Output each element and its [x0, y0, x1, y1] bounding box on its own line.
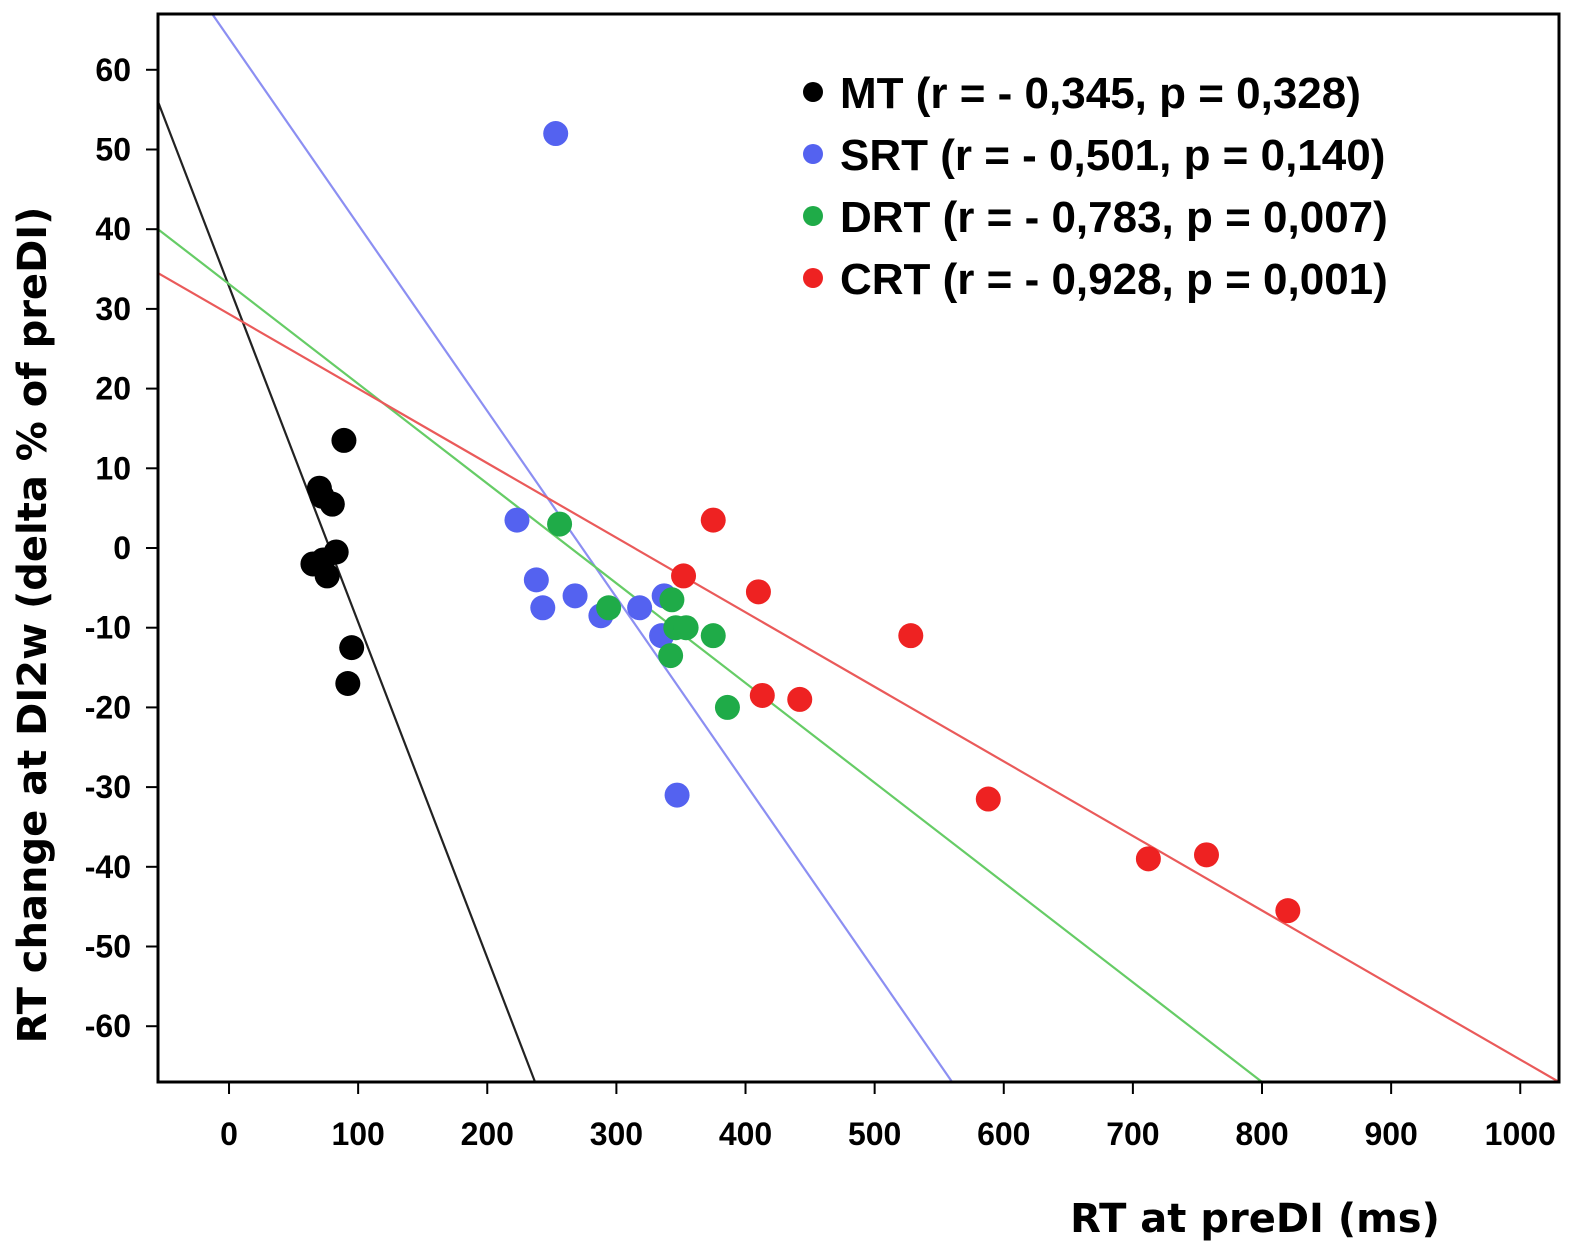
point-crt: [749, 682, 775, 708]
point-crt: [671, 563, 697, 589]
legend-marker-drt: [803, 206, 823, 226]
y-tick-label: -30: [85, 769, 131, 805]
legend-marker-srt: [803, 144, 823, 164]
point-crt: [1275, 898, 1301, 924]
point-mt: [335, 670, 361, 696]
point-crt: [745, 579, 771, 605]
point-drt: [547, 511, 573, 537]
x-axis: 0 100 200 300 400 500 600 700 800 900 1000: [220, 1082, 1556, 1152]
legend: MT (r = - 0,345, p = 0,328) SRT (r = - 0,…: [803, 69, 1388, 304]
y-tick-label: -10: [85, 610, 131, 646]
x-tick-label: 400: [719, 1116, 772, 1152]
fit-line-crt: [157, 272, 1560, 1083]
point-crt: [787, 686, 813, 712]
y-tick-label: 0: [113, 530, 131, 566]
y-tick-label: 50: [95, 131, 131, 167]
point-crt: [1193, 842, 1219, 868]
y-axis-title: RT change at DI2w (delta % of preDI): [10, 207, 56, 1044]
y-tick-label: -50: [85, 929, 131, 965]
point-srt: [543, 121, 569, 147]
point-crt: [1135, 846, 1161, 872]
point-mt: [331, 427, 357, 453]
point-srt: [627, 595, 653, 621]
point-srt: [504, 507, 530, 533]
legend-label-srt: SRT (r = - 0,501, p = 0,140): [840, 131, 1385, 180]
legend-label-drt: DRT (r = - 0,783, p = 0,007): [840, 193, 1388, 242]
y-tick-label: 10: [95, 450, 131, 486]
x-axis-title: RT at preDI (ms): [1070, 1196, 1440, 1242]
fit-line-srt: [211, 13, 954, 1083]
point-drt: [659, 587, 685, 613]
x-tick-label: 200: [461, 1116, 514, 1152]
point-crt: [700, 507, 726, 533]
y-tick-label: -20: [85, 689, 131, 725]
y-axis: 60 50 40 30 20 10 0 -10 -20 -30 -40 -50 -60: [85, 52, 158, 1044]
y-tick-label: 30: [95, 291, 131, 327]
fit-lines: [156, 13, 1560, 1083]
fit-line-mt: [156, 101, 537, 1083]
legend-label-mt: MT (r = - 0,345, p = 0,328): [840, 69, 1361, 118]
legend-marker-mt: [803, 82, 823, 102]
y-tick-label: -40: [85, 849, 131, 885]
x-tick-label: 900: [1364, 1116, 1417, 1152]
x-tick-label: 0: [220, 1116, 238, 1152]
point-drt: [673, 615, 699, 641]
y-tick-label: 40: [95, 211, 131, 247]
legend-marker-crt: [803, 268, 823, 288]
x-tick-label: 800: [1235, 1116, 1288, 1152]
point-mt: [319, 491, 345, 517]
point-srt: [530, 595, 556, 621]
point-srt: [562, 583, 588, 609]
point-srt: [664, 782, 690, 808]
x-tick-label: 600: [977, 1116, 1030, 1152]
x-tick-label: 500: [848, 1116, 901, 1152]
y-tick-label: 60: [95, 52, 131, 88]
y-tick-label: -60: [85, 1008, 131, 1044]
point-drt: [596, 595, 622, 621]
legend-label-crt: CRT (r = - 0,928, p = 0,001): [840, 255, 1388, 304]
point-mt: [314, 563, 340, 589]
y-tick-label: 20: [95, 371, 131, 407]
point-crt: [898, 623, 924, 649]
point-srt: [523, 567, 549, 593]
point-crt: [975, 786, 1001, 812]
point-drt: [658, 643, 684, 669]
x-tick-label: 300: [590, 1116, 643, 1152]
fit-line-drt: [157, 228, 1263, 1083]
point-drt: [714, 694, 740, 720]
point-drt: [700, 623, 726, 649]
x-tick-label: 1000: [1485, 1116, 1556, 1152]
x-tick-label: 100: [331, 1116, 384, 1152]
x-tick-label: 700: [1106, 1116, 1159, 1152]
data-points: [300, 121, 1301, 924]
point-mt: [339, 635, 365, 661]
